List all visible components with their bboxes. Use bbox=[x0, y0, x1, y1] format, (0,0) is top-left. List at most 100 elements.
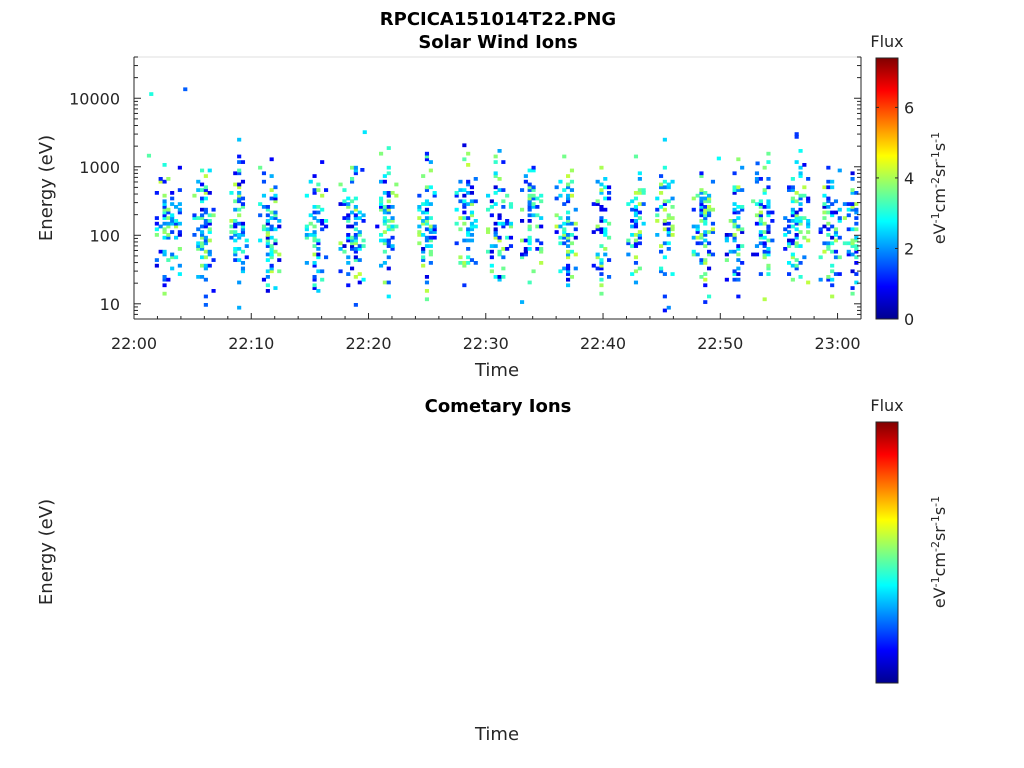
heatmap-cell bbox=[277, 258, 282, 262]
heatmap-cell bbox=[505, 219, 510, 223]
heatmap-cell bbox=[833, 199, 839, 204]
heatmap-cell bbox=[707, 266, 712, 271]
heatmap-cell bbox=[790, 185, 795, 190]
heatmap-cell bbox=[662, 221, 667, 226]
heatmap-cell bbox=[854, 238, 859, 243]
heatmap-cell bbox=[166, 221, 171, 226]
heatmap-cell bbox=[766, 263, 771, 268]
heatmap-cell bbox=[666, 227, 671, 232]
heatmap-cell bbox=[203, 191, 208, 195]
heatmap-cell bbox=[386, 227, 391, 232]
heatmap-cell bbox=[304, 261, 309, 265]
heatmap-cell bbox=[493, 174, 498, 178]
heatmap-cell bbox=[566, 221, 571, 226]
heatmap-cell bbox=[754, 177, 760, 181]
heatmap-cell bbox=[762, 205, 767, 209]
heatmap-cell bbox=[854, 191, 859, 195]
heatmap-cell bbox=[527, 188, 532, 192]
heatmap-cell bbox=[633, 196, 639, 201]
heatmap-cell bbox=[386, 165, 391, 170]
heatmap-cell bbox=[607, 275, 612, 279]
heatmap-cell bbox=[798, 216, 803, 220]
heatmap-cell bbox=[207, 263, 212, 268]
heatmap-cell bbox=[269, 249, 274, 254]
heatmap-cell bbox=[766, 160, 771, 164]
heatmap-cell bbox=[170, 216, 175, 220]
heatmap-cell bbox=[382, 280, 387, 285]
heatmap-cell bbox=[659, 244, 664, 248]
heatmap-cell bbox=[170, 213, 175, 218]
heatmap-cell bbox=[662, 255, 667, 260]
heatmap-cell bbox=[603, 247, 608, 251]
heatmap-cell bbox=[170, 255, 175, 260]
heatmap-cell bbox=[595, 199, 600, 204]
heatmap-cell bbox=[312, 275, 317, 279]
heatmap-cell bbox=[655, 213, 660, 218]
heatmap-cell bbox=[166, 224, 171, 229]
heatmap-cell bbox=[798, 207, 803, 212]
heatmap-cell bbox=[837, 168, 842, 173]
heatmap-cell bbox=[703, 196, 708, 201]
heatmap-cell bbox=[240, 160, 246, 164]
heatmap-cell bbox=[787, 272, 792, 276]
heatmap-cell bbox=[818, 255, 823, 260]
heatmap-cell bbox=[826, 196, 831, 201]
heatmap-cell bbox=[670, 179, 675, 184]
heatmap-cell bbox=[754, 221, 760, 226]
heatmap-cell bbox=[798, 261, 803, 265]
heatmap-cell bbox=[595, 224, 600, 229]
heatmap-cell bbox=[630, 224, 635, 229]
heatmap-cell bbox=[192, 216, 197, 220]
heatmap-cell bbox=[633, 280, 639, 285]
heatmap-cell bbox=[837, 255, 842, 260]
heatmap-cell bbox=[421, 174, 426, 178]
heatmap-cell bbox=[493, 233, 498, 237]
heatmap-cell bbox=[732, 269, 737, 274]
heatmap-cell bbox=[850, 202, 855, 206]
heatmap-cell bbox=[424, 227, 430, 232]
heatmap-cell bbox=[265, 221, 270, 226]
heatmap-cell bbox=[424, 235, 430, 240]
heatmap-cell bbox=[732, 191, 737, 195]
heatmap-cell bbox=[312, 286, 317, 290]
heatmap-cell bbox=[710, 207, 716, 212]
heatmap-cell bbox=[830, 241, 835, 246]
heatmap-cell bbox=[382, 230, 387, 234]
heatmap-cell bbox=[501, 221, 506, 226]
heatmap-cell bbox=[269, 210, 274, 215]
heatmap-cell bbox=[699, 205, 704, 209]
heatmap-cell bbox=[454, 241, 459, 246]
heatmap-cell bbox=[666, 241, 671, 246]
heatmap-cell bbox=[655, 219, 660, 223]
heatmap-cell bbox=[417, 224, 422, 229]
heatmap-cell bbox=[346, 235, 351, 240]
heatmap-cell bbox=[762, 249, 767, 254]
heatmap-cell bbox=[382, 238, 387, 243]
heatmap-cell bbox=[273, 216, 278, 220]
heatmap-cell bbox=[539, 247, 544, 251]
heatmap-cell bbox=[770, 210, 775, 215]
heatmap-cell bbox=[732, 171, 737, 176]
heatmap-cell bbox=[794, 210, 799, 215]
heatmap-cell bbox=[535, 224, 540, 229]
heatmap-cell bbox=[802, 163, 807, 167]
heatmap-cell bbox=[535, 247, 540, 251]
heatmap-cell bbox=[382, 219, 387, 223]
heatmap-cell bbox=[766, 210, 771, 215]
heatmap-cell bbox=[527, 247, 532, 251]
heatmap-cell bbox=[842, 216, 847, 220]
heatmap-cell bbox=[386, 255, 391, 260]
heatmap-cell bbox=[469, 224, 475, 229]
heatmap-cell bbox=[740, 227, 745, 232]
heatmap-cell bbox=[458, 179, 463, 184]
heatmap-cell bbox=[240, 205, 246, 209]
heatmap-cell bbox=[573, 266, 578, 271]
heatmap-cell bbox=[754, 252, 760, 257]
heatmap-cell bbox=[724, 252, 729, 257]
heatmap-cell bbox=[794, 199, 799, 204]
heatmap-cell bbox=[527, 202, 532, 206]
heatmap-cell bbox=[312, 277, 317, 282]
heatmap-cell bbox=[174, 235, 179, 240]
heatmap-cell bbox=[794, 266, 799, 271]
heatmap-cell bbox=[265, 269, 270, 274]
